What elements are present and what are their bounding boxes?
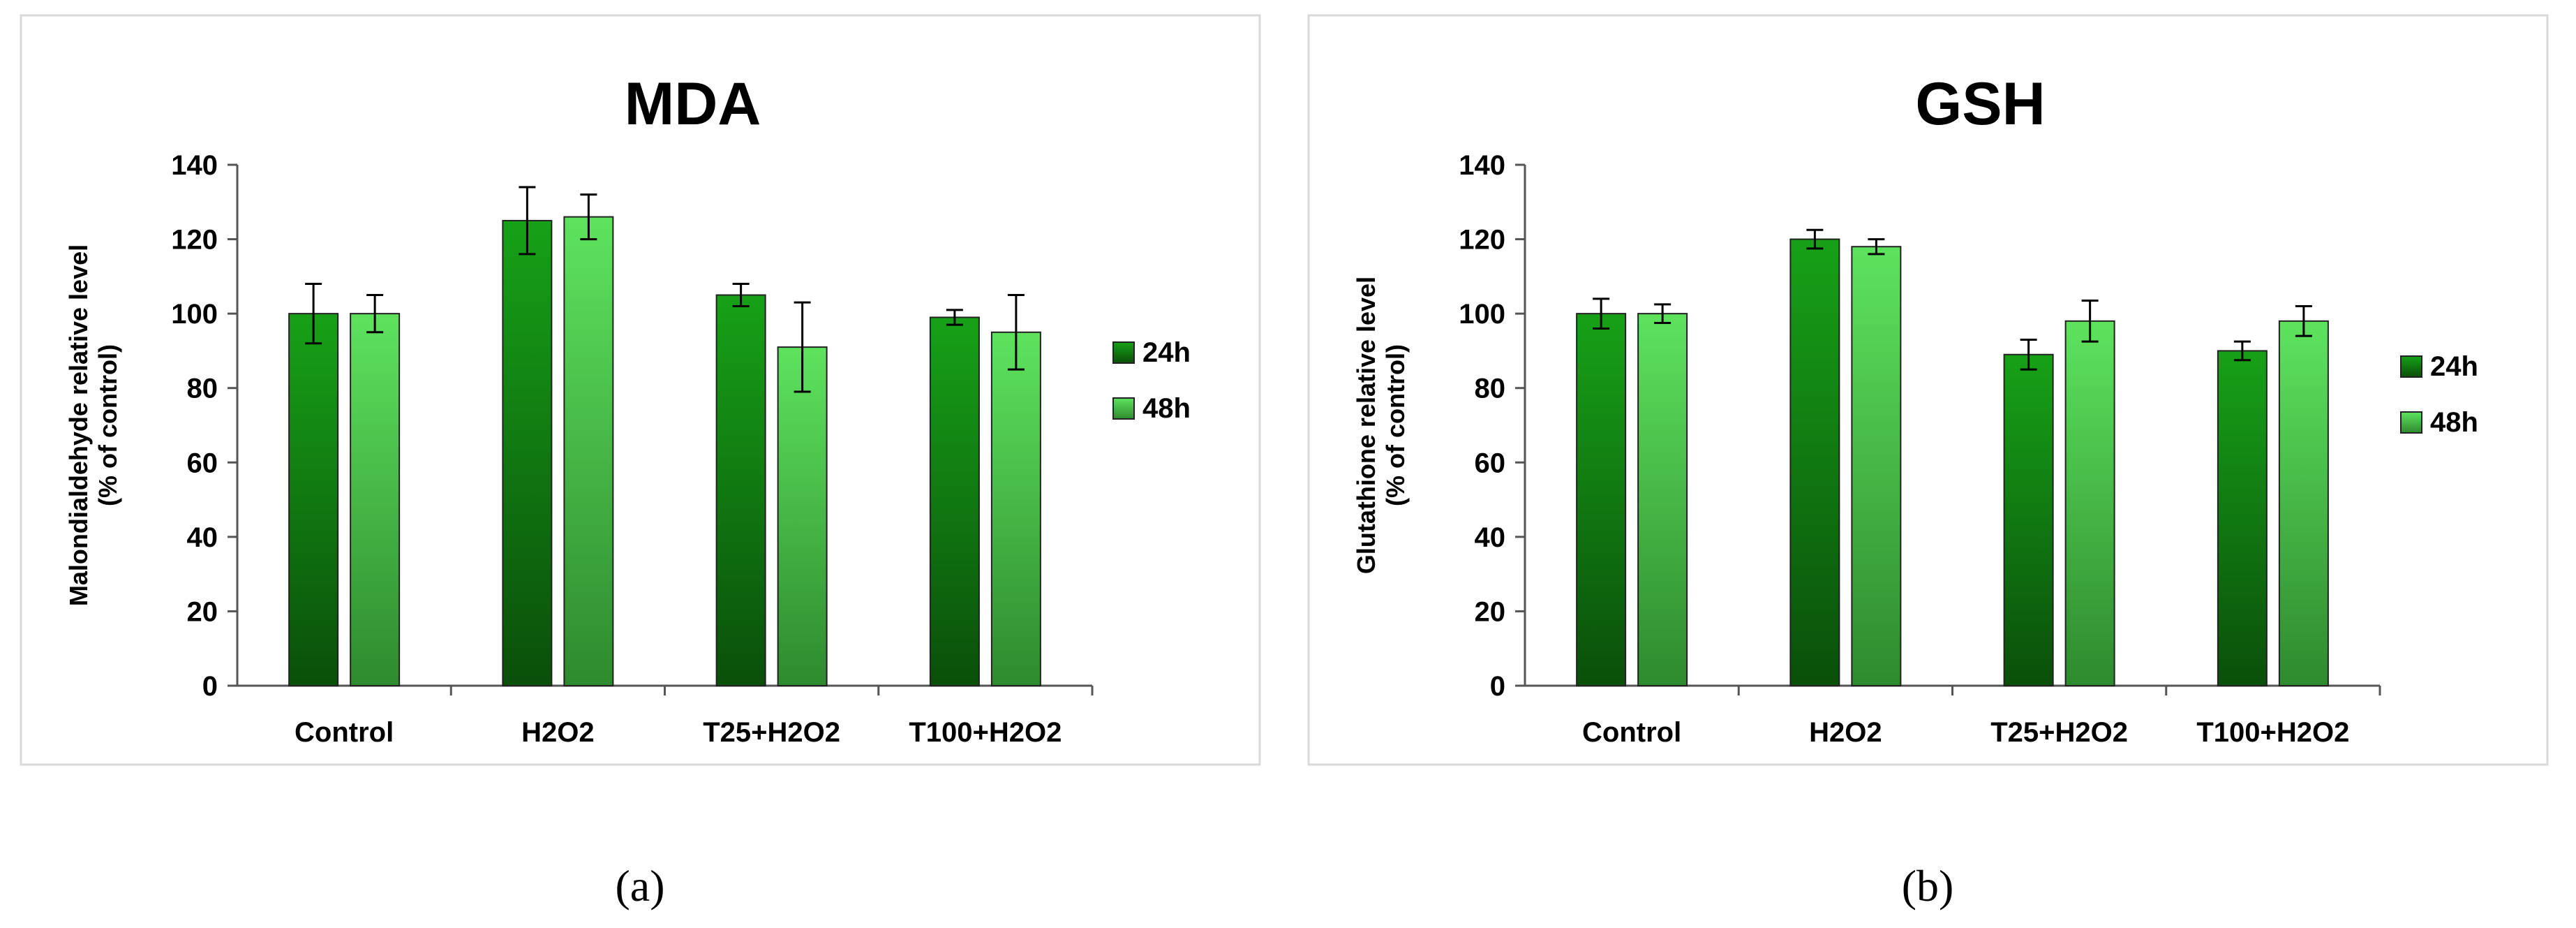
y-tick-label: 80 [1475, 374, 1506, 404]
legend-swatch-24h [1112, 341, 1135, 364]
bar-24h-T25+H2O2 [715, 294, 766, 686]
bar-48h-T100+H2O2 [2278, 320, 2329, 686]
bar-48h-Control [1637, 313, 1688, 686]
y-tick-label: 40 [1475, 522, 1506, 553]
x-category-label: T100+H2O2 [2196, 717, 2349, 748]
y-tick-label: 80 [187, 374, 218, 404]
y-tick-label: 140 [171, 150, 218, 181]
legend-label-48h: 48h [2430, 407, 2478, 438]
x-category-label: Control [295, 717, 394, 748]
x-category-label: T100+H2O2 [909, 717, 1062, 748]
x-category-label: T25+H2O2 [703, 717, 840, 748]
bar-24h-T100+H2O2 [929, 316, 980, 686]
bar-24h-H2O2 [1789, 238, 1840, 687]
y-axis-label-line2: (% of control) [1381, 344, 1410, 506]
legend-swatch-48h [1112, 397, 1135, 420]
y-tick-label: 20 [187, 596, 218, 627]
x-category-label: H2O2 [521, 717, 595, 748]
y-tick-label: 40 [187, 522, 218, 553]
y-tick-label: 140 [1459, 150, 1505, 181]
legend-swatch-48h [2400, 411, 2422, 434]
bar-48h-Control [350, 313, 401, 686]
panel-a-frame [20, 14, 1261, 766]
x-category-label: H2O2 [1809, 717, 1882, 748]
bar-24h-T25+H2O2 [2003, 353, 2054, 686]
y-tick-label: 0 [202, 671, 218, 702]
bar-48h-T100+H2O2 [990, 331, 1041, 686]
bar-24h-H2O2 [502, 219, 553, 686]
panel-label-b: (b) [1902, 861, 1954, 911]
chart-title: GSH [1915, 71, 2045, 138]
y-tick-label: 20 [1475, 596, 1506, 627]
y-tick-label: 60 [1475, 448, 1506, 478]
y-tick-label: 120 [171, 225, 218, 256]
bar-24h-Control [288, 313, 339, 686]
y-tick-label: 120 [1459, 225, 1505, 256]
x-category-label: Control [1582, 717, 1681, 748]
bar-48h-H2O2 [563, 216, 614, 687]
y-axis-label-line1: Malondialdehyde relative level [64, 244, 93, 606]
bar-48h-H2O2 [1851, 246, 1902, 686]
y-tick-label: 60 [187, 448, 218, 478]
x-category-label: T25+H2O2 [1990, 717, 2128, 748]
chart-gsh: GSH Glutathione relative level (% of contr… [1352, 71, 2478, 748]
y-axis-label-line1: Glutathione relative level [1352, 277, 1380, 574]
chart-title: MDA [625, 71, 761, 138]
y-tick-label: 100 [171, 299, 218, 330]
bar-24h-Control [1576, 313, 1627, 686]
legend-swatch-24h [2400, 355, 2422, 378]
legend-label-24h: 24h [1142, 337, 1191, 368]
bar-24h-T100+H2O2 [2217, 350, 2268, 686]
y-tick-label: 0 [1490, 671, 1505, 702]
legend-label-24h: 24h [2430, 351, 2478, 382]
panel-b-frame [1307, 14, 2549, 766]
y-tick-label: 100 [1459, 299, 1505, 330]
bar-48h-T25+H2O2 [777, 346, 828, 686]
legend-label-48h: 48h [1142, 393, 1191, 424]
y-axis-label-line2: (% of control) [94, 344, 122, 506]
panel-label-a: (a) [615, 861, 664, 911]
chart-mda: MDA Malondialdehyde relative level (% of c… [64, 71, 1191, 748]
bar-48h-T25+H2O2 [2064, 320, 2115, 686]
